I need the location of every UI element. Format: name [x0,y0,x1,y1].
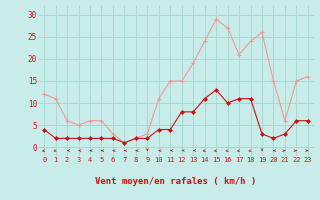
X-axis label: Vent moyen/en rafales ( km/h ): Vent moyen/en rafales ( km/h ) [95,177,257,186]
